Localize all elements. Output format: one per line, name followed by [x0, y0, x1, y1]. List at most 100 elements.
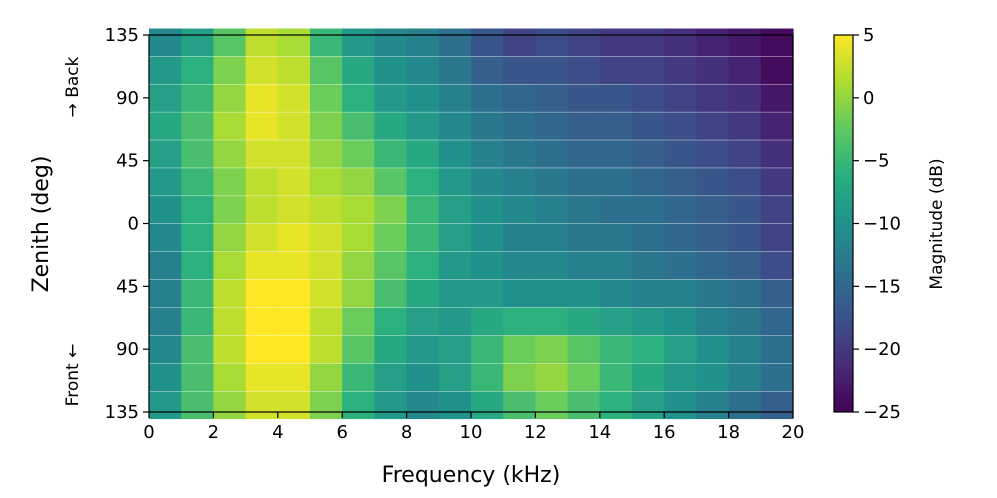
- heatmap-cell: [438, 335, 472, 364]
- x-tick-label: 6: [336, 422, 347, 443]
- heatmap-cell: [277, 168, 311, 196]
- heatmap-cell: [374, 168, 408, 196]
- heatmap-cell: [342, 168, 375, 196]
- heatmap-cell: [245, 307, 279, 336]
- heatmap-cell: [149, 279, 182, 308]
- heatmap-cell: [599, 335, 633, 364]
- y-tick-label: 90: [116, 339, 139, 360]
- heatmap-cell: [181, 391, 214, 420]
- heatmap-cell: [471, 28, 504, 57]
- heatmap-cell: [632, 335, 665, 364]
- heatmap-cell: [149, 224, 182, 252]
- heatmap-cell: [567, 391, 601, 420]
- heatmap-cell: [310, 196, 343, 224]
- heatmap-cell: [374, 224, 408, 252]
- heatmap-cell: [310, 56, 343, 84]
- colorbar-tick-label: −10: [863, 214, 901, 235]
- heatmap-cell: [342, 307, 375, 336]
- heatmap-cell: [728, 84, 762, 112]
- heatmap-cell: [149, 363, 182, 392]
- x-tick-label: 10: [460, 422, 483, 443]
- heatmap-cell: [406, 28, 440, 57]
- x-axis-title: Frequency (kHz): [382, 463, 561, 488]
- heatmap-cell: [406, 196, 440, 224]
- heatmap-cell: [567, 28, 601, 57]
- heatmap-cell: [632, 391, 665, 420]
- heatmap-cell: [149, 196, 182, 224]
- heatmap-cell: [760, 307, 794, 336]
- heatmap-cell: [760, 112, 794, 140]
- heatmap-cell: [181, 112, 214, 140]
- heatmap-cell: [438, 56, 472, 84]
- heatmap-cell: [245, 112, 279, 140]
- heatmap-cell: [342, 224, 375, 252]
- heatmap-cell: [503, 279, 536, 308]
- heatmap-cell: [406, 391, 440, 420]
- heatmap-cell: [149, 140, 182, 168]
- heatmap-cell: [374, 279, 408, 308]
- colorbar-tick-label: 5: [863, 25, 874, 46]
- heatmap-cell: [664, 279, 697, 308]
- heatmap-cell: [696, 140, 730, 168]
- heatmap-cell: [406, 112, 440, 140]
- heatmap-cell: [277, 140, 311, 168]
- heatmap-cell: [664, 307, 697, 336]
- heatmap-cell: [438, 168, 472, 196]
- heatmap-cell: [149, 251, 182, 280]
- heatmap: [149, 28, 794, 420]
- heatmap-cell: [728, 251, 762, 280]
- heatmap-cell: [728, 168, 762, 196]
- heatmap-cell: [567, 363, 601, 392]
- heatmap-cell: [471, 168, 504, 196]
- heatmap-cell: [471, 307, 504, 336]
- heatmap-cell: [213, 140, 247, 168]
- heatmap-cell: [696, 28, 730, 57]
- heatmap-cell: [245, 56, 279, 84]
- heatmap-cell: [342, 84, 375, 112]
- heatmap-cell: [310, 112, 343, 140]
- heatmap-cell: [760, 84, 794, 112]
- heatmap-cell: [728, 56, 762, 84]
- heatmap-cell: [277, 391, 311, 420]
- heatmap-cell: [632, 251, 665, 280]
- heatmap-cell: [471, 84, 504, 112]
- heatmap-cell: [149, 56, 182, 84]
- colorbar-axis: 5 0 −5 −10 −15 −20 −25: [853, 25, 901, 423]
- heatmap-cell: [277, 56, 311, 84]
- heatmap-cell: [696, 196, 730, 224]
- heatmap-cell: [696, 391, 730, 420]
- heatmap-cell: [599, 84, 633, 112]
- heatmap-cell: [599, 224, 633, 252]
- heatmap-cell: [277, 196, 311, 224]
- heatmap-cell: [245, 224, 279, 252]
- heatmap-cell: [664, 168, 697, 196]
- heatmap-cell: [567, 335, 601, 364]
- heatmap-cell: [374, 251, 408, 280]
- heatmap-cell: [342, 251, 375, 280]
- heatmap-cell: [760, 363, 794, 392]
- heatmap-cell: [535, 140, 569, 168]
- heatmap-cell: [245, 391, 279, 420]
- heatmap-cell: [471, 335, 504, 364]
- heatmap-cell: [374, 112, 408, 140]
- heatmap-cell: [503, 335, 536, 364]
- heatmap-cell: [728, 279, 762, 308]
- heatmap-cell: [664, 84, 697, 112]
- colorbar-tick-label: −5: [863, 151, 890, 172]
- heatmap-cell: [599, 391, 633, 420]
- heatmap-cell: [213, 307, 247, 336]
- heatmap-cell: [760, 279, 794, 308]
- x-tick-label: 2: [208, 422, 219, 443]
- heatmap-cell: [374, 363, 408, 392]
- heatmap-cell: [664, 224, 697, 252]
- heatmap-cell: [181, 363, 214, 392]
- heatmap-cell: [342, 279, 375, 308]
- heatmap-cell: [342, 335, 375, 364]
- heatmap-cell: [310, 307, 343, 336]
- heatmap-cell: [342, 140, 375, 168]
- heatmap-cell: [342, 196, 375, 224]
- heatmap-cell: [310, 363, 343, 392]
- heatmap-cell: [438, 140, 472, 168]
- heatmap-cell: [245, 251, 279, 280]
- heatmap-cell: [535, 391, 569, 420]
